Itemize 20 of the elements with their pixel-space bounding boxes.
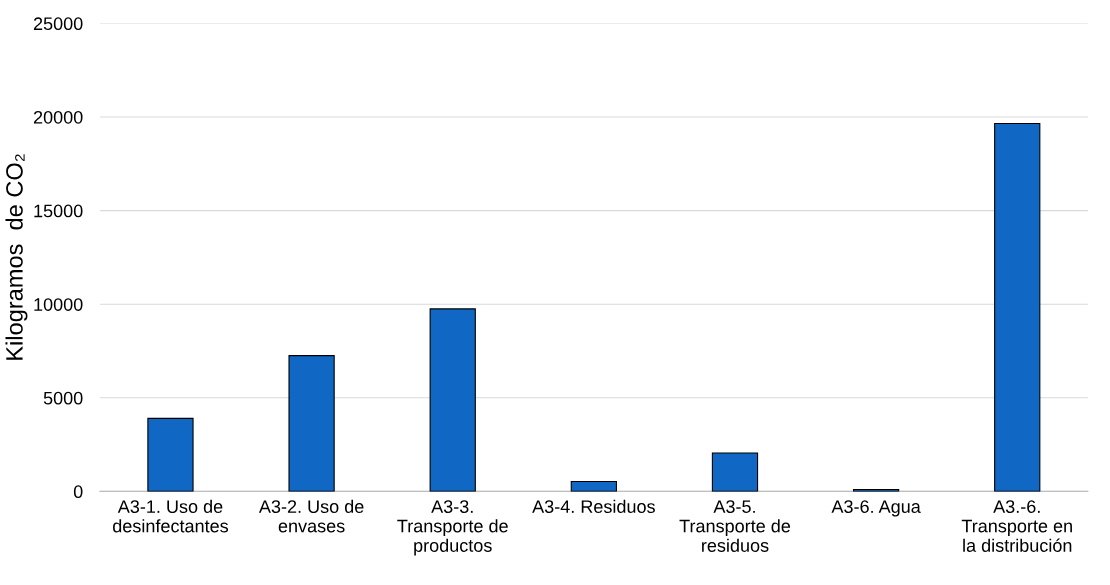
x-tick-label: A3-4. Residuos	[532, 499, 655, 513]
x-tick-label: A3-5. Transporte de residuos	[679, 500, 791, 552]
bar	[147, 417, 194, 492]
y-tick-label: 10000	[34, 298, 83, 311]
y-tick-label: 25000	[33, 17, 83, 31]
bar	[570, 480, 617, 492]
y-tick-label: 20000	[33, 110, 83, 124]
y-tick-label: 15000	[34, 204, 83, 218]
x-tick-label: A3-3. Transporte de productos	[397, 500, 508, 556]
bar	[994, 122, 1041, 492]
x-tick-label: A3-1. Uso de desinfectantes	[113, 499, 229, 533]
y-tick-label: 5000	[43, 391, 83, 405]
x-tick-label: A3-6. Agua	[831, 500, 921, 517]
bar	[711, 452, 759, 492]
bar	[429, 308, 476, 492]
x-tick-label: A3-2. Uso de envases	[258, 499, 364, 533]
y-tick-label: 0	[73, 485, 83, 499]
x-tick-label: A3.-6. Transporte en la distribución	[961, 500, 1072, 552]
y-axis-title: Kilogramos de CO₂	[5, 154, 28, 360]
bar	[288, 355, 335, 492]
